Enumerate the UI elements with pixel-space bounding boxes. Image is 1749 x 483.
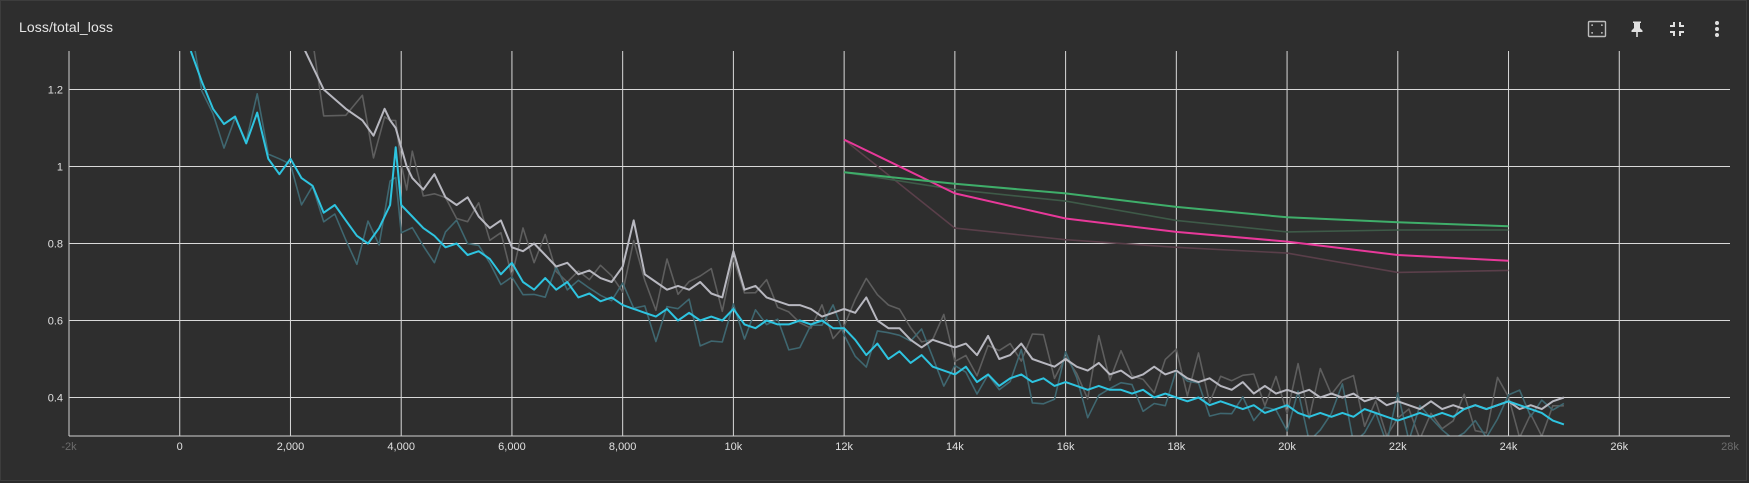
- x-tick-label: 6,000: [498, 441, 526, 453]
- chart-toolbar: [1580, 13, 1734, 45]
- x-tick-label: 4,000: [387, 441, 415, 453]
- raw-series-line: [843, 171, 1509, 233]
- more-options-button[interactable]: [1700, 13, 1734, 45]
- x-tick-label: 16k: [1057, 441, 1075, 453]
- x-tick-label: 18k: [1167, 441, 1185, 453]
- x-tick-label: 2,000: [277, 441, 305, 453]
- x-tick-label: 22k: [1389, 441, 1407, 453]
- x-tick-label: 0: [177, 441, 183, 453]
- y-tick-label: 1: [57, 162, 63, 174]
- pin-icon: [1631, 21, 1643, 37]
- exit-fullscreen-icon: [1670, 22, 1684, 36]
- y-tick-label: 0.6: [48, 316, 63, 328]
- grid: [69, 51, 1730, 436]
- series-line[interactable]: [302, 43, 1565, 411]
- chart-title: Loss/total_loss: [19, 19, 114, 35]
- more-vert-icon: [1715, 21, 1719, 37]
- y-tick-label: 1.2: [48, 85, 63, 97]
- smoothed-series-layer: [189, 43, 1565, 426]
- raw-series-layer: [194, 51, 1565, 436]
- fit-domain-button[interactable]: [1580, 13, 1614, 45]
- x-tick-label: -2k: [61, 441, 77, 453]
- raw-series-line: [194, 51, 1565, 436]
- x-tick-label: 28k: [1721, 441, 1739, 453]
- x-tick-label: 10k: [725, 441, 743, 453]
- y-tick-label: 0.4: [48, 393, 63, 405]
- fit-domain-icon: [1587, 20, 1607, 38]
- x-tick-label: 26k: [1610, 441, 1628, 453]
- x-tick-label: 8,000: [609, 441, 637, 453]
- exit-fullscreen-button[interactable]: [1660, 13, 1694, 45]
- x-tick-label: 14k: [946, 441, 964, 453]
- x-tick-label: 20k: [1278, 441, 1296, 453]
- x-tick-label: 24k: [1500, 441, 1518, 453]
- raw-series-line: [313, 51, 1564, 436]
- pin-button[interactable]: [1620, 13, 1654, 45]
- series-line[interactable]: [843, 138, 1509, 262]
- y-tick-label: 0.8: [48, 239, 63, 251]
- series-line[interactable]: [843, 171, 1509, 228]
- axes: -2k 0 2,000 4,000 6,000 8,000 10k 12k 14k 16k 18k 2…: [48, 51, 1739, 453]
- raw-series-line: [843, 138, 1509, 274]
- x-tick-label: 12k: [835, 441, 853, 453]
- series-line[interactable]: [189, 51, 1565, 426]
